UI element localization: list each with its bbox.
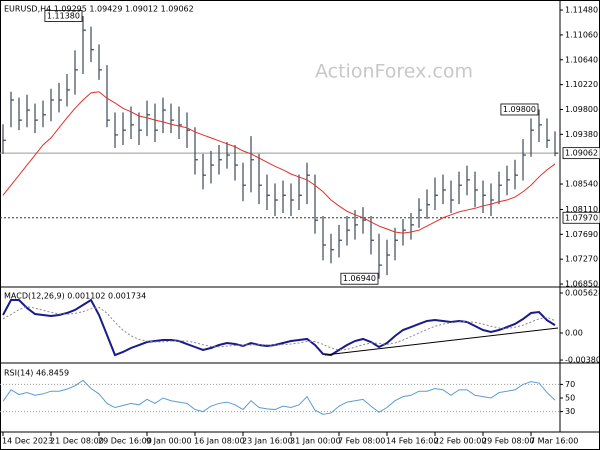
panel-title: RSI(14) 46.8459 <box>4 369 69 378</box>
x-tick-label: 23 Jan 16:00 <box>242 437 293 446</box>
y-tick-label: 30 <box>565 407 575 416</box>
x-tick-label: 29 Dec 16:00 <box>98 437 152 446</box>
price-label: 1.06940 <box>343 274 376 283</box>
x-tick-label: 9 Jan 00:00 <box>146 437 192 446</box>
price-label: 1.07970 <box>565 213 598 222</box>
price-label-box <box>562 147 600 160</box>
y-tick-label: 1.06850 <box>565 280 598 289</box>
price-label: 1.09800 <box>503 105 536 114</box>
y-tick-label: 1.07270 <box>565 255 598 264</box>
y-tick-label: 0.005628 <box>565 288 600 297</box>
y-tick-label: 1.08110 <box>565 205 598 214</box>
trendline <box>324 327 559 356</box>
x-tick-label: 7 Mar 16:00 <box>530 437 578 446</box>
panel-title: EURUSD,H4 1.09295 1.09429 1.09012 1.0906… <box>4 5 194 14</box>
price-label: 1.11380 <box>47 11 80 20</box>
y-tick-label: 0.00 <box>565 328 583 337</box>
x-tick-label: 31 Jan 00:00 <box>290 437 341 446</box>
x-tick-label: 22 Feb 00:00 <box>434 437 486 446</box>
y-tick-label: 1.10220 <box>565 80 598 89</box>
price-label-box <box>500 103 539 116</box>
x-tick-label: 7 Feb 08:00 <box>338 437 385 446</box>
y-tick-label: -0.003807 <box>565 356 600 365</box>
price-label-box <box>340 272 379 285</box>
x-tick-label: 14 Feb 16:00 <box>386 437 438 446</box>
y-tick-label: 1.09800 <box>565 105 598 114</box>
x-tick-label: 21 Dec 08:00 <box>50 437 104 446</box>
moving-average <box>2 91 556 234</box>
y-tick-label: 1.11480 <box>565 6 598 15</box>
signal-line <box>2 306 556 351</box>
y-tick-label: 1.09380 <box>565 130 598 139</box>
y-tick-label: 1.07690 <box>565 230 598 239</box>
x-tick-label: 14 Dec 2023 <box>2 437 53 446</box>
panel-title: MACD(12,26,9) 0.001102 0.001734 <box>4 292 146 301</box>
price-label-box <box>44 10 83 22</box>
y-tick-label: 1.10640 <box>565 55 598 64</box>
x-tick-label: 16 Jan 08:00 <box>194 437 245 446</box>
price-label-box <box>562 211 600 224</box>
x-tick-label: 29 Feb 08:00 <box>482 437 534 446</box>
y-tick-label: 1.11060 <box>565 30 598 39</box>
y-tick-label: 50 <box>565 394 575 403</box>
y-tick-label: 1.08540 <box>565 180 598 189</box>
watermark: ActionForex.com <box>315 61 473 83</box>
y-tick-label: 70 <box>565 380 575 389</box>
rsi-line <box>2 379 556 415</box>
price-label: 1.09062 <box>565 149 598 158</box>
